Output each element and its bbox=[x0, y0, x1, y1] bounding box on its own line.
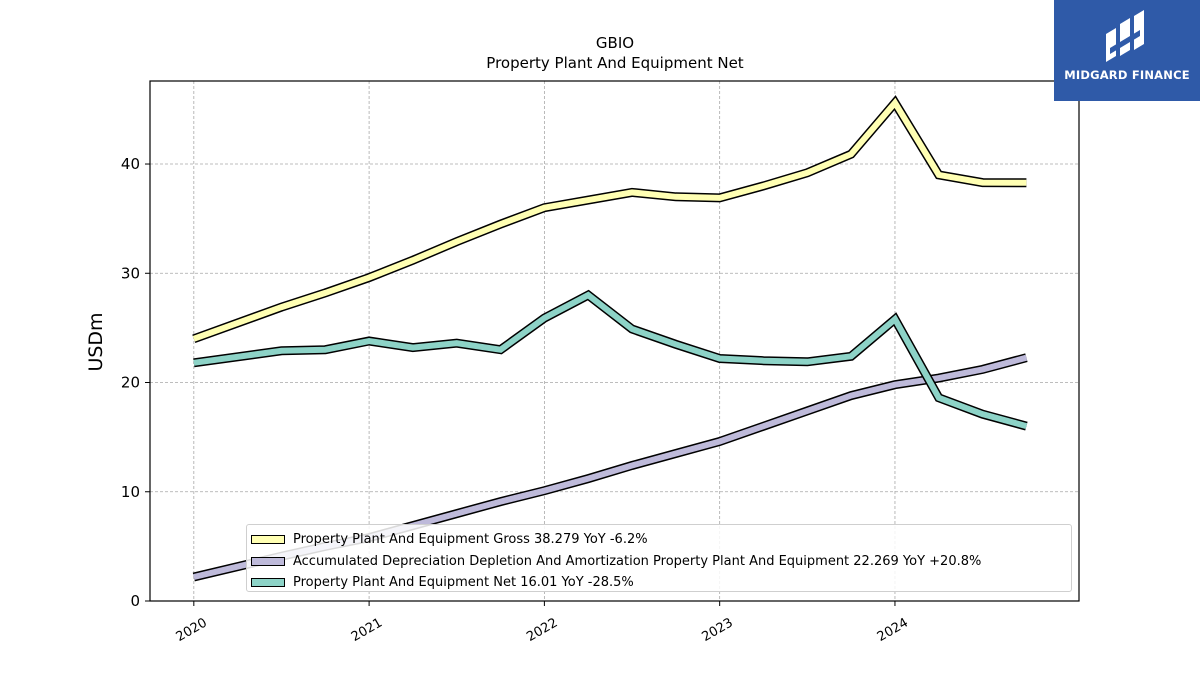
logo-text: MIDGARD FINANCE bbox=[1064, 68, 1190, 82]
y-tick-label: 10 bbox=[121, 483, 140, 501]
series-line-outline bbox=[192, 95, 1027, 344]
legend-label: Property Plant And Equipment Net 16.01 Y… bbox=[293, 575, 634, 591]
x-tick-label: 2024 bbox=[875, 615, 911, 645]
series-lines bbox=[192, 95, 1028, 582]
legend-item: Property Plant And Equipment Net 16.01 Y… bbox=[251, 572, 1071, 594]
y-tick-label: 40 bbox=[121, 155, 140, 173]
logo-mark-icon bbox=[1106, 10, 1144, 62]
legend-item: Accumulated Depreciation Depletion And A… bbox=[251, 551, 1071, 573]
grid-lines bbox=[150, 81, 1079, 601]
series-line bbox=[192, 97, 1027, 342]
legend-swatch bbox=[251, 535, 285, 545]
legend: Property Plant And Equipment Gross 38.27… bbox=[246, 524, 1072, 592]
series-line bbox=[193, 291, 1028, 429]
y-tick-label: 0 bbox=[130, 592, 140, 610]
chart-title: GBIO bbox=[596, 34, 634, 52]
x-tick-label: 2020 bbox=[174, 615, 210, 645]
chart-subtitle: Property Plant And Equipment Net bbox=[486, 54, 743, 72]
x-tick-label: 2023 bbox=[700, 615, 736, 645]
x-tick-label: 2022 bbox=[524, 615, 560, 645]
y-tick-label: 30 bbox=[121, 264, 140, 282]
plot-frame bbox=[149, 80, 1080, 602]
legend-label: Property Plant And Equipment Gross 38.27… bbox=[293, 532, 648, 548]
legend-swatch bbox=[251, 578, 285, 588]
brand-logo: MIDGARD FINANCE bbox=[1054, 0, 1200, 101]
x-tick-label: 2021 bbox=[349, 615, 385, 645]
y-tick-label: 20 bbox=[121, 374, 140, 392]
y-axis-label: USDm bbox=[85, 312, 107, 371]
legend-label: Accumulated Depreciation Depletion And A… bbox=[293, 553, 982, 569]
legend-swatch bbox=[251, 556, 285, 566]
legend-item: Property Plant And Equipment Gross 38.27… bbox=[251, 529, 1071, 551]
